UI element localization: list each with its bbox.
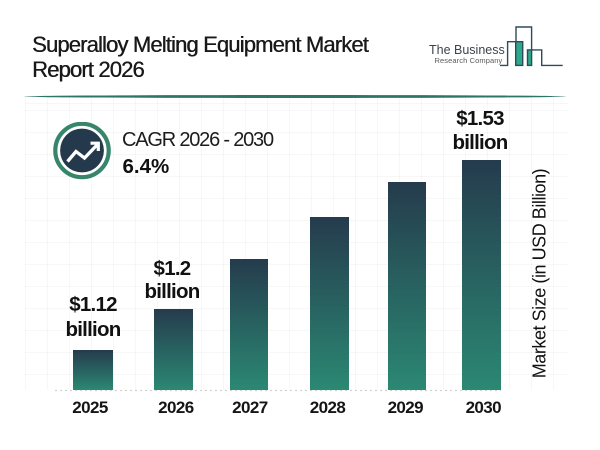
svg-text:Research Company: Research Company <box>435 56 503 65</box>
svg-text:The Business: The Business <box>429 43 505 57</box>
